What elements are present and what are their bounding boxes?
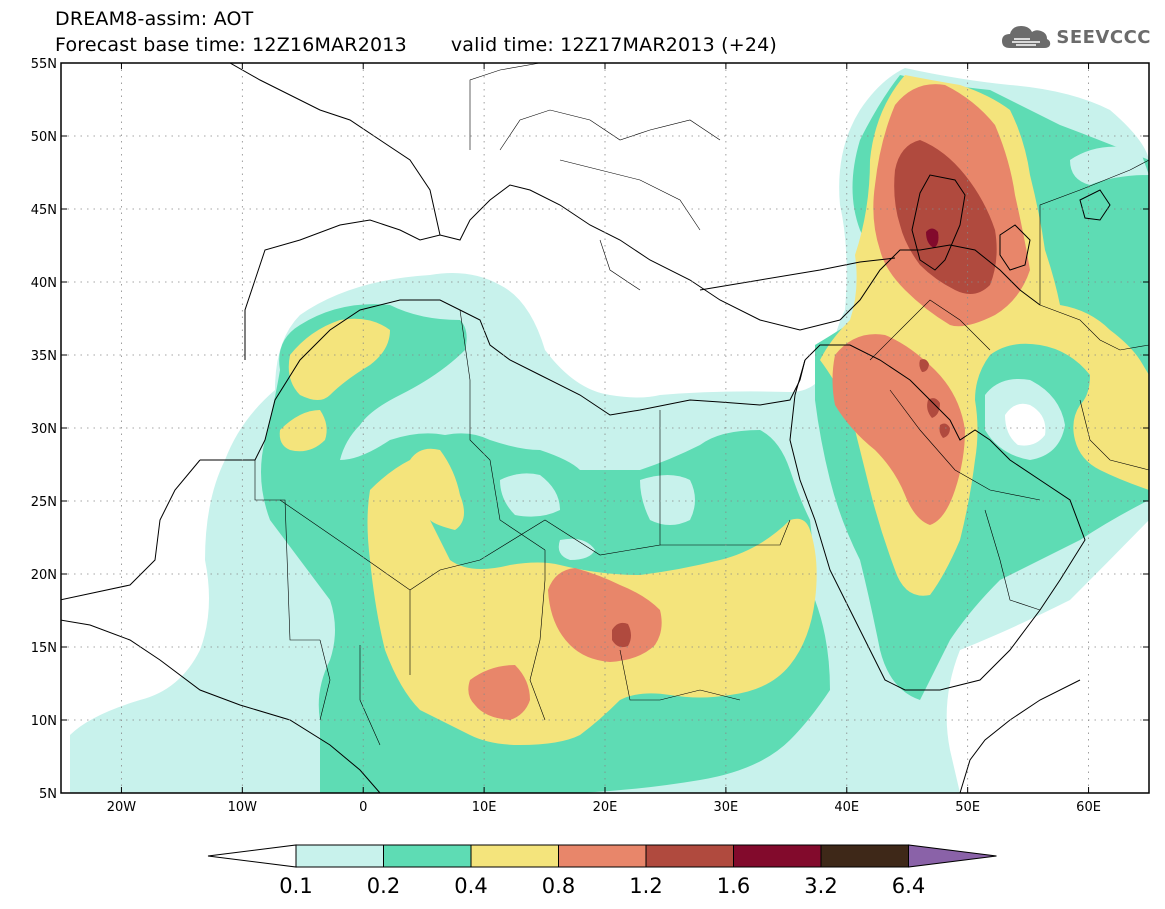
lon-tick-label: 60E bbox=[1076, 800, 1101, 815]
lat-tick-label: 50N bbox=[31, 130, 57, 145]
map-title: DREAM8-assim: AOT bbox=[55, 8, 254, 30]
colorbar: 0.1 0.2 0.4 0.8 1.2 1.6 3.2 6.4 bbox=[207, 844, 997, 898]
lat-tick-label: 5N bbox=[39, 787, 57, 802]
colorbar-over-arrow bbox=[908, 844, 997, 868]
lon-tick-label: 50E bbox=[955, 800, 980, 815]
grid-lines bbox=[61, 63, 1149, 793]
lat-tick-label: 25N bbox=[31, 495, 57, 510]
colorbar-swatch bbox=[470, 844, 559, 868]
lat-tick-label: 45N bbox=[31, 203, 57, 218]
lat-tick-label: 10N bbox=[31, 714, 57, 729]
colorbar-swatch bbox=[558, 844, 647, 868]
aot-band-1.2 bbox=[612, 140, 997, 648]
lat-tick-label: 35N bbox=[31, 349, 57, 364]
aot-clear-pocket bbox=[1005, 403, 1046, 446]
country-borders bbox=[254, 63, 1149, 746]
lon-tick-label: 30E bbox=[714, 800, 739, 815]
seevccc-logo: SEEVCCC bbox=[1000, 22, 1151, 52]
lat-tick-label: 40N bbox=[31, 276, 57, 291]
colorbar-swatch bbox=[383, 844, 472, 868]
colorbar-label: 6.4 bbox=[892, 874, 925, 898]
lon-tick-label: 0 bbox=[359, 800, 367, 815]
colorbar-label: 1.6 bbox=[717, 874, 750, 898]
aot-field bbox=[61, 63, 1149, 793]
colorbar-swatch bbox=[820, 844, 909, 868]
coastlines bbox=[61, 63, 1111, 793]
colorbar-label: 0.2 bbox=[367, 874, 400, 898]
cloud-logo-icon bbox=[1002, 26, 1051, 48]
lat-tick-label: 30N bbox=[31, 422, 57, 437]
lon-tick-label: 10E bbox=[472, 800, 497, 815]
colorbar-label: 1.2 bbox=[629, 874, 662, 898]
lat-tick-label: 55N bbox=[31, 57, 57, 72]
base-time-label: Forecast base time: 12Z16MAR2013 bbox=[55, 34, 407, 56]
lat-tick-label: 15N bbox=[31, 641, 57, 656]
valid-time-label: valid time: 12Z17MAR2013 (+24) bbox=[450, 34, 778, 56]
lon-tick-label: 40E bbox=[834, 800, 859, 815]
colorbar-under-arrow bbox=[207, 844, 297, 868]
lon-tick-label: 20W bbox=[107, 800, 137, 815]
colorbar-label: 3.2 bbox=[804, 874, 837, 898]
lat-tick-label: 20N bbox=[31, 568, 57, 583]
colorbar-swatch bbox=[295, 844, 384, 868]
lon-tick-label: 20E bbox=[593, 800, 618, 815]
logo-text: SEEVCCC bbox=[1056, 26, 1151, 48]
lon-tick-label: 10W bbox=[228, 800, 258, 815]
colorbar-label: 0.4 bbox=[454, 874, 487, 898]
colorbar-label: 0.1 bbox=[279, 874, 312, 898]
axis-ticks: 20W 10W 0 10E 20E 30E 40E 50E 60E 55N 50N 45N 40N 35N… bbox=[31, 57, 1149, 815]
map-subtitle: Forecast base time: 12Z16MAR2013 valid ti… bbox=[55, 34, 777, 56]
colorbar-label: 0.8 bbox=[542, 874, 575, 898]
colorbar-swatch bbox=[733, 844, 822, 868]
aot-band-1.6 bbox=[926, 228, 939, 248]
colorbar-swatch bbox=[645, 844, 734, 868]
